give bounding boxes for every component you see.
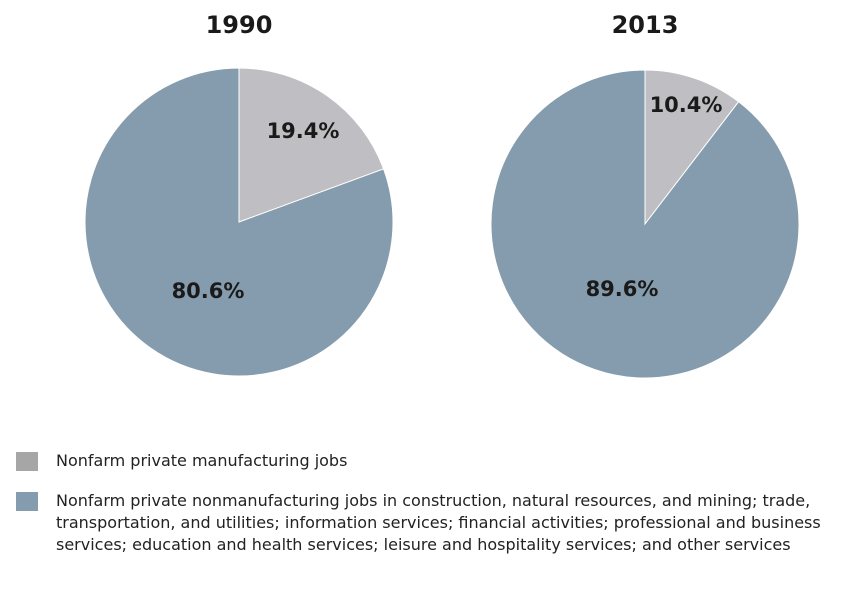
legend-item-nonmanufacturing: Nonfarm private nonmanufacturing jobs in…: [16, 490, 851, 556]
legend-swatch-manufacturing: [16, 452, 38, 471]
pie-slice-2013-1: [490, 69, 800, 379]
slice-label-2013-0: 10.4%: [650, 93, 723, 117]
legend-item-manufacturing: Nonfarm private manufacturing jobs: [16, 450, 851, 472]
pie-slice-1990-0: [238, 67, 385, 223]
pie-title-2013: 2013: [612, 11, 679, 39]
legend-swatch-nonmanufacturing: [16, 492, 38, 511]
pie-charts: 1990 19.4% 80.6% 2013 10.4% 89.6%: [84, 11, 800, 379]
slice-label-1990-0: 19.4%: [267, 119, 340, 143]
legend-label-manufacturing: Nonfarm private manufacturing jobs: [56, 451, 348, 470]
pie-slice-1990-1: [84, 67, 394, 377]
legend-label-nonmanufacturing: Nonfarm private nonmanufacturing jobs in…: [56, 491, 821, 554]
pie-title-1990: 1990: [206, 11, 273, 39]
pie-slice-2013-0: [644, 69, 740, 226]
legend: Nonfarm private manufacturing jobs Nonfa…: [16, 450, 851, 574]
slice-label-2013-1: 89.6%: [586, 277, 659, 301]
slice-label-1990-1: 80.6%: [172, 279, 245, 303]
